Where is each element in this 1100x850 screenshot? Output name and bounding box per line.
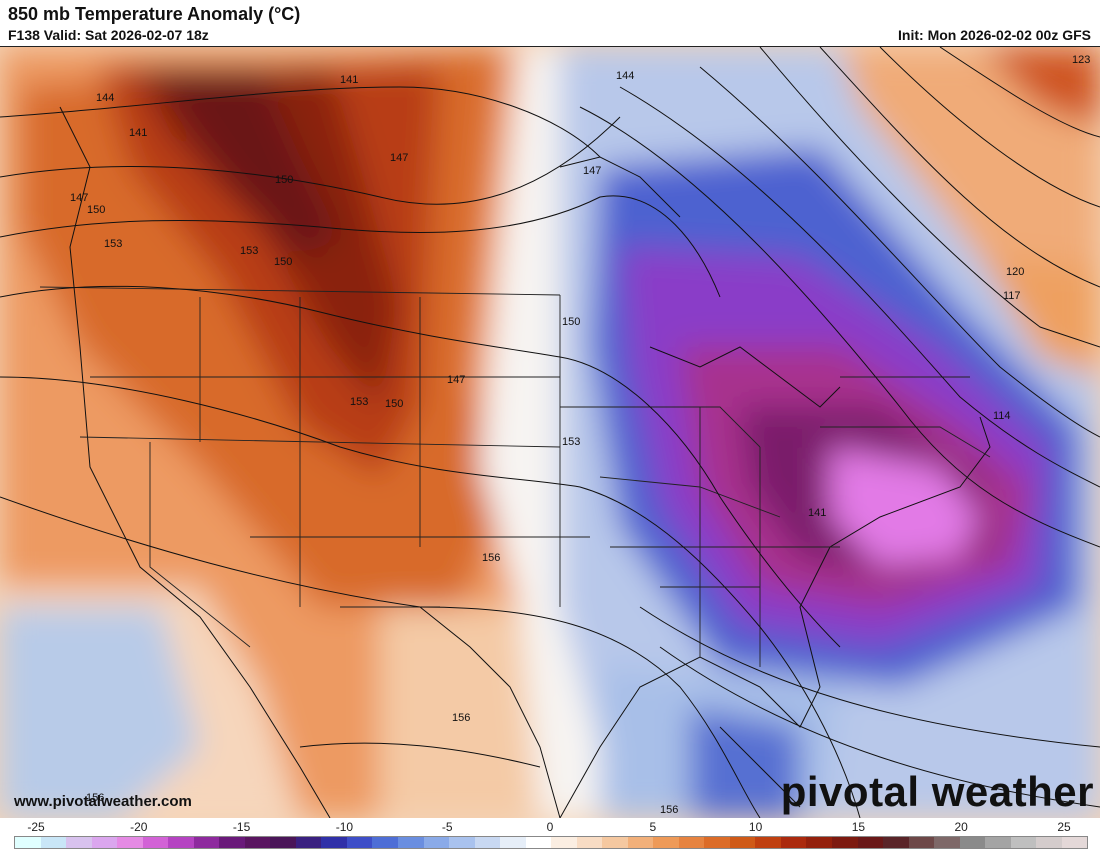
colorbar-swatch xyxy=(1010,837,1037,848)
contour-label: 141 xyxy=(340,74,358,86)
colorbar-swatch xyxy=(985,837,1011,848)
colorbar-swatch xyxy=(321,837,347,848)
contour-label: 141 xyxy=(808,507,826,519)
colorbar-swatch xyxy=(525,837,552,848)
contour-label: 123 xyxy=(1072,54,1090,66)
colorbar-swatch xyxy=(780,837,807,848)
colorbar-swatch xyxy=(755,837,781,848)
contour-label: 156 xyxy=(452,712,470,724)
colorbar-swatch xyxy=(883,837,909,848)
colorbar-swatch xyxy=(908,837,935,848)
colorbar-swatch xyxy=(346,837,373,848)
init-time: Init: Mon 2026-02-02 00z GFS xyxy=(898,27,1091,43)
anomaly-field xyxy=(0,47,1100,818)
colorbar-swatch xyxy=(40,837,67,848)
colorbar-swatch xyxy=(678,837,705,848)
colorbar-swatch xyxy=(244,837,271,848)
contour-label: 117 xyxy=(1003,290,1021,302)
colorbar-swatch xyxy=(117,837,143,848)
contour-label: 144 xyxy=(616,70,634,82)
colorbar-swatch xyxy=(423,837,450,848)
colorbar-swatch xyxy=(142,837,169,848)
colorbar-swatch xyxy=(449,837,475,848)
colorbar-swatch xyxy=(653,837,679,848)
colorbar-swatch xyxy=(959,837,986,848)
colorbar-swatch xyxy=(729,837,756,848)
colorbar xyxy=(14,836,1088,849)
colorbar-swatch xyxy=(551,837,577,848)
colorbar-swatch xyxy=(576,837,603,848)
colorbar-swatch xyxy=(934,837,960,848)
contour-label: 147 xyxy=(70,192,88,204)
borders xyxy=(39,286,991,667)
contour-label: 156 xyxy=(86,792,104,804)
contour-label: 150 xyxy=(562,316,580,328)
colorbar-swatch xyxy=(474,837,501,848)
contour-label: 120 xyxy=(1006,266,1024,278)
contour-label: 150 xyxy=(274,256,292,268)
height-contours xyxy=(0,47,1100,818)
valid-time: F138 Valid: Sat 2026-02-07 18z xyxy=(8,27,209,43)
colorbar-swatch xyxy=(168,837,194,848)
colorbar-tick-label: -10 xyxy=(335,820,354,834)
colorbar-tick-label: 0 xyxy=(546,820,554,834)
colorbar-swatch xyxy=(857,837,884,848)
colorbar-swatch xyxy=(1036,837,1062,848)
contour-label: 150 xyxy=(275,174,293,186)
colorbar-swatch xyxy=(372,837,398,848)
map-canvas: 141 144 147 150 153 156 123 120 117 114 … xyxy=(0,47,1100,818)
colorbar-tick-label: -15 xyxy=(232,820,251,834)
contour-label: 144 xyxy=(96,92,114,104)
contour-label: 150 xyxy=(87,204,105,216)
contour-labels: 141 144 147 150 153 156 123 120 117 114 … xyxy=(70,54,1090,816)
contour-label: 147 xyxy=(583,165,601,177)
colorbar-tick-label: 5 xyxy=(649,820,657,834)
colorbar-swatch xyxy=(832,837,858,848)
colorbar-tick-label: -20 xyxy=(130,820,148,834)
colorbar-swatch xyxy=(397,837,424,848)
colorbar-swatch xyxy=(1061,837,1088,848)
contour-label: 153 xyxy=(350,396,368,408)
colorbar-tick-label: 15 xyxy=(851,820,866,834)
website-url[interactable]: www.pivotalweather.com xyxy=(14,793,192,810)
colorbar-swatch xyxy=(15,837,41,848)
contour-label: 153 xyxy=(240,245,258,257)
colorbar-tick-label: -5 xyxy=(441,820,453,834)
contour-label: 114 xyxy=(993,410,1011,422)
colorbar-swatch xyxy=(193,837,220,848)
contour-label: 147 xyxy=(447,374,465,386)
anomaly-map[interactable]: 141 144 147 150 153 156 123 120 117 114 … xyxy=(0,46,1100,819)
colorbar-swatch xyxy=(602,837,628,848)
colorbar-tick-label: 10 xyxy=(748,820,763,834)
colorbar-swatch xyxy=(500,837,526,848)
colorbar-tick-label: 25 xyxy=(1057,820,1071,834)
contour-label: 156 xyxy=(660,804,678,816)
map-header: 850 mb Temperature Anomaly (°C) F138 Val… xyxy=(0,0,1100,46)
colorbar-swatch xyxy=(66,837,92,848)
contour-label: 156 xyxy=(482,552,500,564)
colorbar-ticks: -25 -20 -15 -10 -5 0 5 10 15 20 25 xyxy=(0,820,1100,834)
colorbar-swatch xyxy=(806,837,832,848)
contour-label: 141 xyxy=(129,127,147,139)
colorbar-swatch xyxy=(295,837,322,848)
contour-label: 153 xyxy=(104,238,122,250)
map-title: 850 mb Temperature Anomaly (°C) xyxy=(8,4,301,24)
colorbar-swatch xyxy=(91,837,118,848)
colorbar-swatch xyxy=(627,837,654,848)
colorbar-tick-label: 20 xyxy=(954,820,968,834)
colorbar-swatch xyxy=(704,837,730,848)
contour-label: 150 xyxy=(385,398,403,410)
contour-label: 147 xyxy=(390,152,408,164)
colorbar-swatch xyxy=(270,837,296,848)
colorbar-swatch xyxy=(219,837,245,848)
contour-label: 153 xyxy=(562,436,580,448)
pivotal-weather-logo: pivotal weather xyxy=(780,768,1094,815)
colorbar-legend: -25 -20 -15 -10 -5 0 5 10 15 20 25 xyxy=(0,818,1100,850)
coastlines xyxy=(59,106,991,818)
colorbar-tick-label: -25 xyxy=(27,820,45,834)
